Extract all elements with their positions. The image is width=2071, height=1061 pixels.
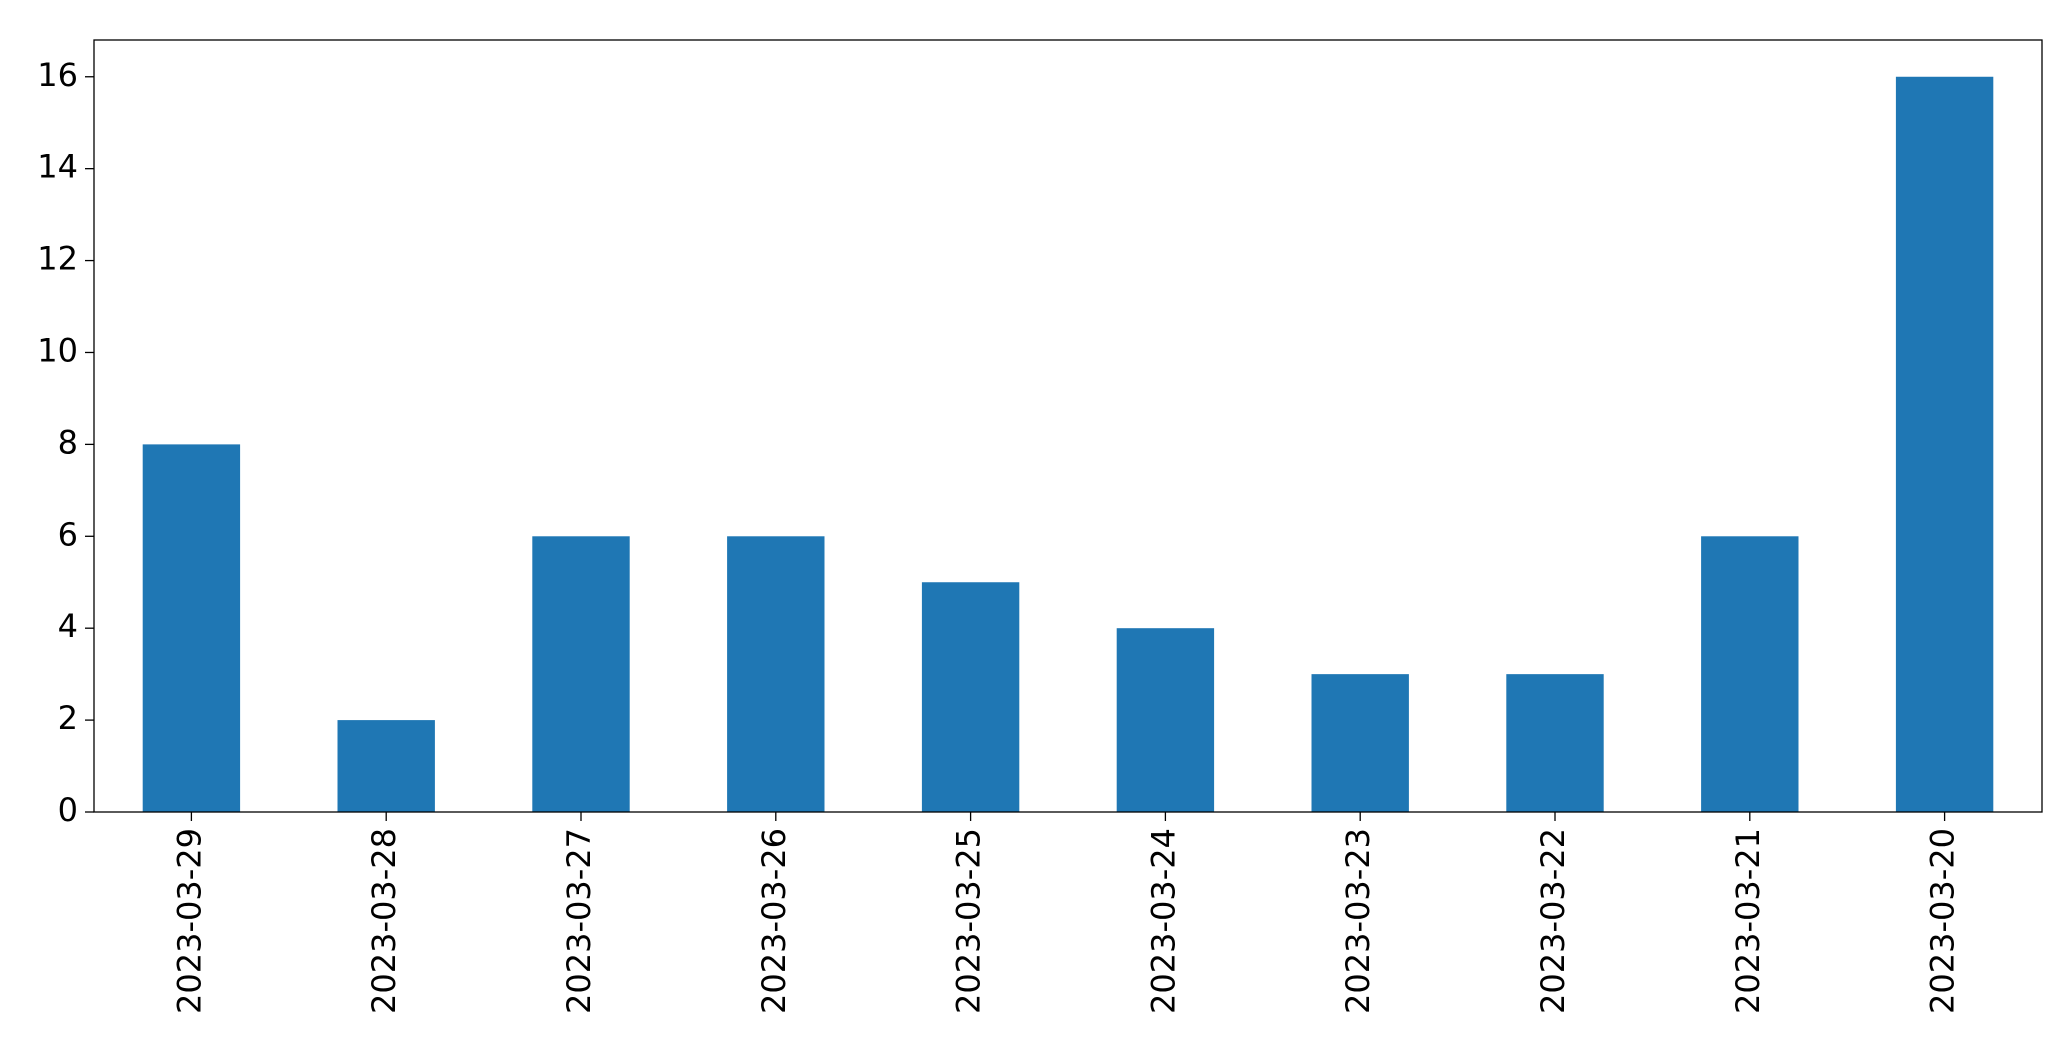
bar xyxy=(532,536,630,812)
plot-frame xyxy=(93,39,2043,813)
x-tick-label: 2023-03-26 xyxy=(755,828,793,1014)
bar xyxy=(1311,674,1409,812)
x-tick-label: 2023-03-25 xyxy=(950,828,988,1014)
y-tick-label: 16 xyxy=(37,56,78,94)
bar xyxy=(337,720,435,812)
bar xyxy=(1116,628,1215,812)
x-tick-label: 2023-03-21 xyxy=(1729,828,1767,1014)
x-tick-label: 2023-03-20 xyxy=(1924,828,1962,1014)
bar xyxy=(1701,536,1799,812)
y-tick-label: 4 xyxy=(58,607,78,645)
x-tick-label: 2023-03-29 xyxy=(170,828,208,1014)
y-tick-label: 14 xyxy=(37,148,78,186)
bar xyxy=(921,582,1020,812)
bar xyxy=(727,536,825,812)
y-tick-label: 12 xyxy=(37,240,78,278)
bar xyxy=(1506,674,1604,812)
x-tick-label: 2023-03-27 xyxy=(560,828,598,1014)
x-tick-label: 2023-03-22 xyxy=(1534,828,1572,1014)
y-tick-label: 8 xyxy=(58,423,78,461)
bar xyxy=(142,444,241,812)
y-tick-label: 10 xyxy=(37,331,78,369)
x-tick-label: 2023-03-28 xyxy=(365,828,403,1014)
bar xyxy=(1895,76,1994,812)
y-tick-label: 0 xyxy=(58,791,78,829)
y-tick-label: 2 xyxy=(58,699,78,737)
y-tick-label: 6 xyxy=(58,515,78,553)
x-tick-label: 2023-03-24 xyxy=(1144,828,1182,1014)
x-tick-label: 2023-03-23 xyxy=(1339,828,1377,1014)
